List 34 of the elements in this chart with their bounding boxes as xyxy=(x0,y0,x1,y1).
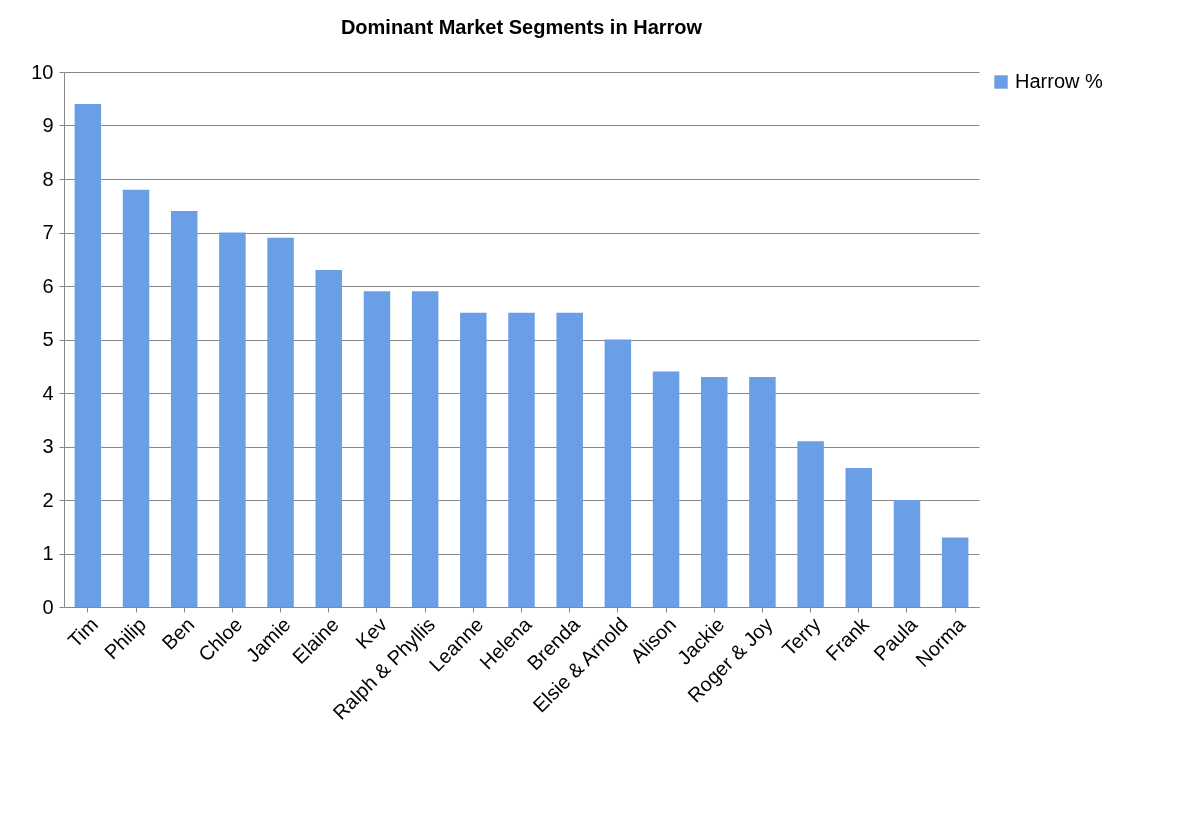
y-tick-label: 2 xyxy=(42,488,54,511)
bar xyxy=(363,291,391,607)
bar xyxy=(508,312,535,607)
y-tick-label: 4 xyxy=(42,381,54,404)
legend-label: Harrow % xyxy=(1015,70,1104,92)
x-tick-label: Tim xyxy=(63,613,102,652)
bar xyxy=(941,537,969,607)
y-tick-label: 1 xyxy=(42,542,54,564)
y-tick-label: 0 xyxy=(42,595,54,618)
bar xyxy=(749,376,776,607)
bar xyxy=(893,500,921,607)
y-tick-label: 5 xyxy=(42,328,54,350)
y-tick-label: 9 xyxy=(42,114,54,136)
bar xyxy=(267,237,294,607)
bar xyxy=(700,376,728,607)
bar xyxy=(556,312,583,607)
chart-title: Dominant Market Segments in Harrow xyxy=(340,16,703,38)
y-tick-label: 6 xyxy=(42,274,54,297)
bar xyxy=(797,441,824,607)
bar xyxy=(219,232,246,607)
y-tick-label: 10 xyxy=(31,60,54,83)
bar xyxy=(460,312,487,607)
bar xyxy=(122,189,150,607)
bar xyxy=(74,104,102,607)
y-tick-label: 7 xyxy=(42,221,54,243)
bar xyxy=(315,269,343,607)
bar xyxy=(845,467,873,607)
y-tick-label: 3 xyxy=(42,435,54,457)
bar xyxy=(170,211,198,607)
bar xyxy=(411,291,439,607)
x-tick-label: Ben xyxy=(157,613,199,654)
bar xyxy=(604,339,632,607)
bar xyxy=(652,371,680,607)
y-tick-label: 8 xyxy=(42,167,54,190)
